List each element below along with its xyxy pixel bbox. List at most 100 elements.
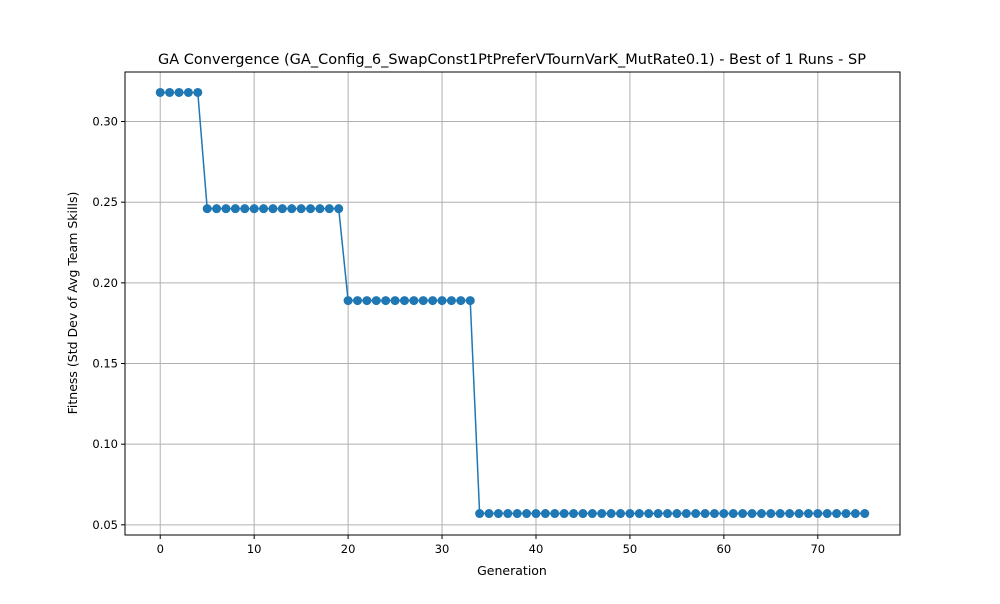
data-point [822, 509, 832, 519]
y-axis-label: Fitness (Std Dev of Avg Team Skills) [65, 192, 80, 415]
data-point [287, 204, 297, 214]
data-point [728, 509, 738, 519]
x-tick-label: 0 [157, 542, 164, 556]
data-point [766, 509, 776, 519]
data-point [390, 296, 400, 306]
data-point [578, 509, 588, 519]
chart-title: GA Convergence (GA_Config_6_SwapConst1Pt… [158, 52, 866, 68]
y-tick-label: 0.05 [92, 518, 118, 532]
data-point [616, 509, 626, 519]
data-point [653, 509, 663, 519]
x-tick-label: 30 [435, 542, 450, 556]
data-point [663, 509, 672, 519]
data-point [709, 509, 719, 519]
data-point [512, 509, 522, 519]
data-point [212, 204, 222, 214]
data-point [193, 87, 203, 97]
data-point [409, 296, 419, 306]
y-tick-label: 0.15 [92, 357, 118, 371]
y-tick-label: 0.10 [92, 437, 118, 451]
series-line [160, 91, 865, 515]
data-point [700, 509, 710, 519]
data-point [531, 509, 541, 519]
data-point [399, 296, 409, 306]
data-point [672, 509, 682, 519]
y-tick-label: 0.20 [92, 276, 118, 290]
data-point [277, 204, 287, 214]
data-point [634, 509, 644, 519]
data-point [747, 509, 757, 519]
data-point [550, 509, 560, 519]
data-point [437, 296, 447, 306]
x-tick-label: 50 [623, 542, 638, 556]
data-point [625, 509, 635, 519]
data-point [306, 204, 316, 214]
data-point [484, 509, 494, 519]
data-point [249, 204, 259, 214]
x-tick-label: 60 [717, 542, 732, 556]
data-point [381, 296, 391, 306]
x-ticks: 0 10 20 30 40 50 60 70 [157, 535, 825, 556]
data-point [230, 204, 240, 214]
data-point [606, 509, 616, 519]
data-point [569, 509, 579, 519]
x-tick-label: 40 [529, 542, 544, 556]
data-point [202, 204, 212, 214]
data-point [165, 87, 175, 97]
x-axis-label: Generation [477, 563, 547, 578]
data-point [268, 204, 278, 214]
data-point [691, 509, 701, 519]
data-point [465, 296, 475, 306]
data-point [324, 204, 334, 214]
data-point [832, 509, 842, 519]
data-point [493, 509, 503, 519]
data-point [343, 296, 353, 306]
data-point [597, 509, 607, 519]
data-point [296, 204, 306, 214]
data-point [738, 509, 748, 519]
data-point [803, 509, 813, 519]
data-point [418, 296, 428, 306]
data-point [813, 509, 823, 519]
data-point [221, 204, 231, 214]
series [155, 87, 870, 519]
x-tick-label: 20 [341, 542, 356, 556]
data-point [315, 204, 325, 214]
data-point [475, 509, 485, 519]
data-point [559, 509, 569, 519]
data-point [785, 509, 795, 519]
data-point [681, 509, 691, 519]
data-point [794, 509, 804, 519]
data-point [334, 204, 344, 214]
y-ticks: 0.05 0.10 0.15 0.20 0.25 0.30 [92, 115, 125, 532]
data-point [174, 87, 184, 97]
data-point [155, 87, 165, 97]
data-point [240, 204, 250, 214]
data-point [503, 509, 513, 519]
y-tick-label: 0.30 [92, 115, 118, 129]
data-point [456, 296, 466, 306]
data-point [522, 509, 532, 519]
data-point [371, 296, 381, 306]
data-point [353, 296, 362, 306]
data-point [644, 509, 654, 519]
data-point [775, 509, 785, 519]
data-point [587, 509, 597, 519]
data-point [850, 509, 860, 519]
data-point [540, 509, 550, 519]
data-point [841, 509, 851, 519]
y-tick-label: 0.25 [92, 195, 118, 209]
data-point [259, 204, 269, 214]
data-point [860, 509, 870, 519]
plot-frame [124, 71, 901, 536]
data-point [183, 87, 193, 97]
x-tick-label: 10 [247, 542, 262, 556]
data-point [756, 509, 766, 519]
data-point [362, 296, 372, 306]
data-point [428, 296, 438, 306]
data-point [446, 296, 456, 306]
data-point [719, 509, 729, 519]
